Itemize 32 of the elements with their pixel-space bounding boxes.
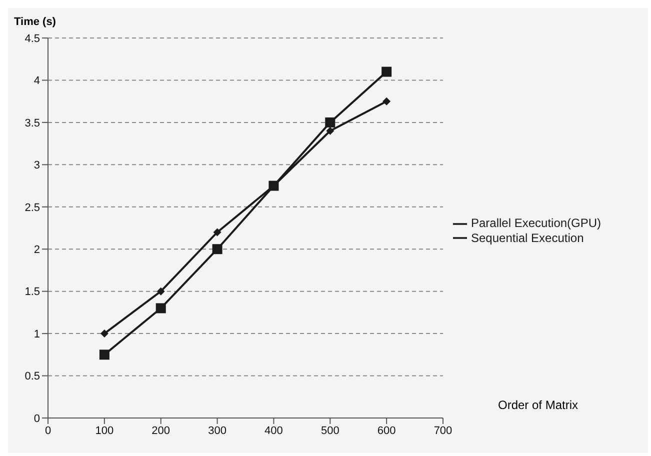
point	[212, 244, 222, 254]
point	[382, 97, 391, 106]
y-tick-label: 0	[34, 412, 40, 425]
y-tick-label: 2.5	[24, 202, 40, 214]
point	[325, 117, 336, 128]
y-tick-label: 2	[34, 244, 40, 256]
point	[156, 287, 165, 296]
y-tick-label: 0.5	[24, 370, 40, 383]
x-tick-label: 600	[377, 424, 396, 437]
x-axis-title: Order of Matrix	[498, 398, 578, 412]
point	[100, 330, 108, 338]
point	[213, 228, 222, 236]
y-tick-label: 4	[34, 75, 40, 88]
y-tick-label: 3.5	[24, 117, 40, 130]
y-tick-label: 4.5	[24, 32, 40, 45]
y-tick-label: 1.5	[24, 286, 40, 298]
x-tick-label: 200	[152, 424, 170, 437]
x-tick-label: 700	[434, 424, 452, 437]
point	[326, 126, 334, 135]
x-tick-label: 0	[44, 424, 52, 437]
point	[382, 66, 392, 77]
point	[99, 350, 110, 360]
legend-label: Sequential Execution	[471, 230, 584, 244]
y-axis-title: Time (s)	[14, 16, 56, 28]
x-tick-label: 100	[95, 424, 114, 437]
point	[156, 303, 166, 314]
legend-label: Parallel Execution(GPU)	[471, 216, 602, 230]
y-tick-label: 1	[34, 328, 40, 340]
x-tick-label: 500	[320, 424, 340, 437]
x-tick-label: 400	[264, 424, 283, 437]
x-tick-label: 300	[208, 424, 226, 437]
y-tick-label: 3	[34, 160, 40, 172]
